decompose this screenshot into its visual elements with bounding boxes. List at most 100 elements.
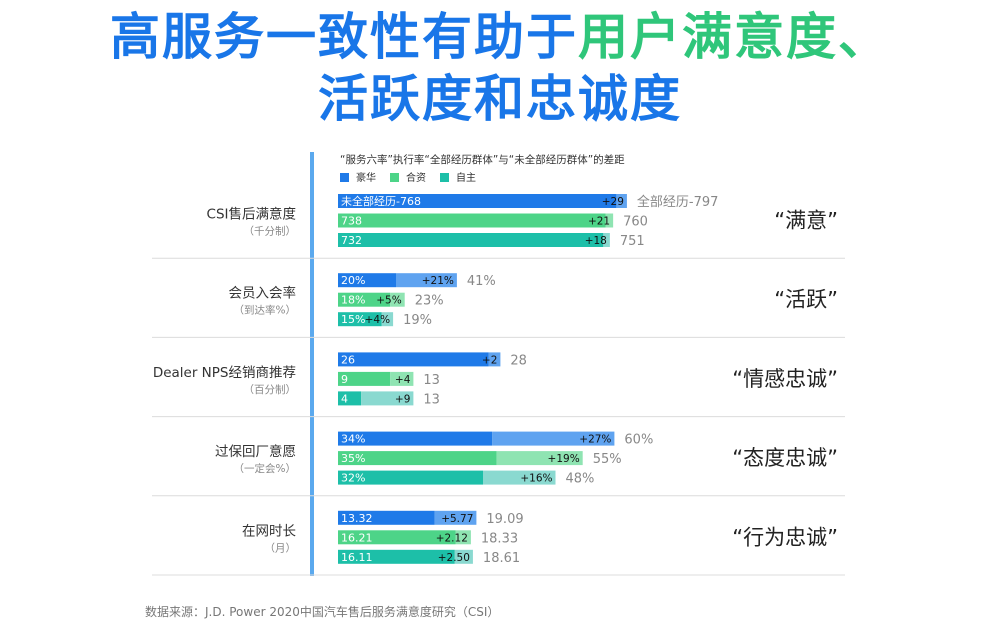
data-source-note: 数据来源：J.D. Power 2020中国汽车售后服务满意度研究（CSI） xyxy=(145,605,500,619)
bar-base-g3-1 xyxy=(338,451,497,466)
bar-base-label-g2-2: 4 xyxy=(341,392,348,405)
bar-base-g2-0 xyxy=(338,352,489,367)
legend-label-1: 合资 xyxy=(406,171,426,184)
bar-total-label-g4-0: 19.09 xyxy=(486,512,523,527)
bar-diff-g2-2 xyxy=(361,391,414,406)
bar-base-label-g0-1: 738 xyxy=(341,215,362,228)
bar-base-g1-2 xyxy=(338,312,382,327)
page-title-line-2: 活跃度和忠诚度 xyxy=(0,74,1000,124)
group-tag-3: “态度忠诚” xyxy=(732,446,838,470)
title-blue-part: 高服务一致性有助于 xyxy=(110,8,578,66)
bar-total-label-g2-2: 13 xyxy=(423,392,440,407)
bar-diff-g4-0 xyxy=(434,510,477,525)
bar-diff-label-g1-0: +21% xyxy=(422,275,454,287)
bar-diff-label-g0-0: +29 xyxy=(602,196,624,208)
bar-diff-g1-2 xyxy=(381,312,394,327)
bar-diff-label-g3-0: +27% xyxy=(579,434,611,446)
group-tag-4: “行为忠诚” xyxy=(732,525,838,549)
bar-total-label-g2-0: 28 xyxy=(510,353,527,368)
bar-total-label-g4-1: 18.33 xyxy=(481,531,518,546)
bar-base-label-g3-1: 35% xyxy=(341,452,365,465)
bar-base-g1-1 xyxy=(338,292,391,307)
group-sublabel-1: （到达率%） xyxy=(234,304,296,317)
bar-total-label-g1-2: 19% xyxy=(403,313,432,328)
bar-base-g2-2 xyxy=(338,391,362,406)
bar-base-label-g1-2: 15% xyxy=(341,313,365,326)
bar-base-label-g2-1: 9 xyxy=(341,373,348,386)
group-sublabel-0: （千分制） xyxy=(244,225,297,238)
bar-diff-g3-0 xyxy=(492,431,615,446)
bar-diff-g0-2 xyxy=(603,233,610,247)
bar-total-label-g1-1: 23% xyxy=(415,294,444,309)
bar-diff-g0-0 xyxy=(616,194,627,208)
bar-total-label-g4-2: 18.61 xyxy=(483,551,520,566)
bar-diff-label-g4-2: +2.50 xyxy=(438,552,470,564)
bar-total-label-g1-0: 41% xyxy=(467,274,496,289)
legend-label-0: 豪华 xyxy=(356,171,376,184)
bar-diff-label-g0-2: +18 xyxy=(585,235,607,247)
bar-diff-g3-2 xyxy=(483,470,556,485)
bar-base-label-g4-2: 16.11 xyxy=(341,551,373,564)
bar-diff-g4-2 xyxy=(454,549,473,564)
title-green-part: 用户满意度、 xyxy=(578,8,890,66)
bar-diff-g4-1 xyxy=(455,530,471,545)
bar-base-g1-0 xyxy=(338,273,396,288)
bar-base-g4-2 xyxy=(338,549,455,564)
group-tag-1: “活跃” xyxy=(774,288,838,312)
bar-diff-label-g4-1: +2.12 xyxy=(436,532,468,544)
bar-total-label-g3-1: 55% xyxy=(593,452,622,467)
group-tag-0: “满意” xyxy=(774,209,838,233)
group-sublabel-3: （一定会%） xyxy=(234,462,296,475)
bar-diff-g3-1 xyxy=(496,451,583,466)
bar-diff-label-g4-0: +5.77 xyxy=(441,513,473,525)
bar-total-label-g3-0: 60% xyxy=(624,433,653,448)
bar-base-g4-0 xyxy=(338,510,435,525)
chart-title: “服务六率”执行率“全部经历群体”与“未全部经历群体”的差距 xyxy=(340,153,625,166)
bar-diff-label-g0-1: +21 xyxy=(588,216,610,228)
bar-base-label-g0-0: 未全部经历-768 xyxy=(341,194,421,208)
bar-base-g0-2 xyxy=(338,233,604,247)
bar-base-label-g3-0: 34% xyxy=(341,433,365,446)
legend-swatch-2 xyxy=(440,173,449,182)
bar-base-g3-0 xyxy=(338,431,493,446)
bar-base-label-g0-2: 732 xyxy=(341,234,362,247)
group-label-4: 在网时长 xyxy=(242,523,296,539)
bar-base-g2-1 xyxy=(338,371,391,386)
group-label-2: Dealer NPS经销商推荐 xyxy=(153,365,296,381)
legend-swatch-0 xyxy=(340,173,349,182)
bar-base-label-g1-0: 20% xyxy=(341,274,365,287)
page-title-line-1: 高服务一致性有助于用户满意度、 xyxy=(0,12,1000,62)
bar-diff-label-g3-1: +19% xyxy=(548,453,580,465)
bar-base-label-g4-0: 13.32 xyxy=(341,512,373,525)
group-sublabel-2: （百分制） xyxy=(244,383,297,396)
legend-swatch-1 xyxy=(390,173,399,182)
group-sublabel-4: （月） xyxy=(265,542,297,554)
bar-base-label-g4-1: 16.21 xyxy=(341,531,373,544)
bar-total-label-g0-1: 760 xyxy=(623,215,648,230)
bar-total-label-g2-1: 13 xyxy=(423,373,440,388)
bar-diff-label-g1-1: +5% xyxy=(376,295,401,307)
legend-label-2: 自主 xyxy=(456,171,476,184)
bar-diff-label-g3-2: +16% xyxy=(520,473,552,485)
bar-base-label-g1-1: 18% xyxy=(341,294,365,307)
bar-diff-label-g1-2: +4% xyxy=(365,314,390,326)
bar-diff-g0-1 xyxy=(605,213,614,228)
bar-base-g3-2 xyxy=(338,470,483,485)
group-label-3: 过保回厂意愿 xyxy=(215,443,296,460)
bar-base-g0-0 xyxy=(338,194,617,208)
bar-base-g0-1 xyxy=(338,213,606,228)
group-label-0: CSI售后满意度 xyxy=(207,206,296,223)
bar-base-g4-1 xyxy=(338,530,456,545)
title-line-2-text: 活跃度和忠诚度 xyxy=(318,70,682,128)
bar-diff-label-g2-2: +9 xyxy=(395,393,410,405)
bar-total-label-g3-2: 48% xyxy=(566,472,595,487)
bar-base-label-g2-0: 26 xyxy=(341,353,355,366)
group-label-1: 会员入会率 xyxy=(229,285,297,302)
group-tag-2: “情感忠诚” xyxy=(732,367,838,391)
bar-diff-g1-1 xyxy=(390,292,405,307)
bar-total-label-g0-2: 751 xyxy=(620,234,645,249)
bar-diff-g2-1 xyxy=(390,371,414,386)
bar-diff-g2-0 xyxy=(488,352,501,367)
bar-diff-g1-0 xyxy=(396,273,457,288)
